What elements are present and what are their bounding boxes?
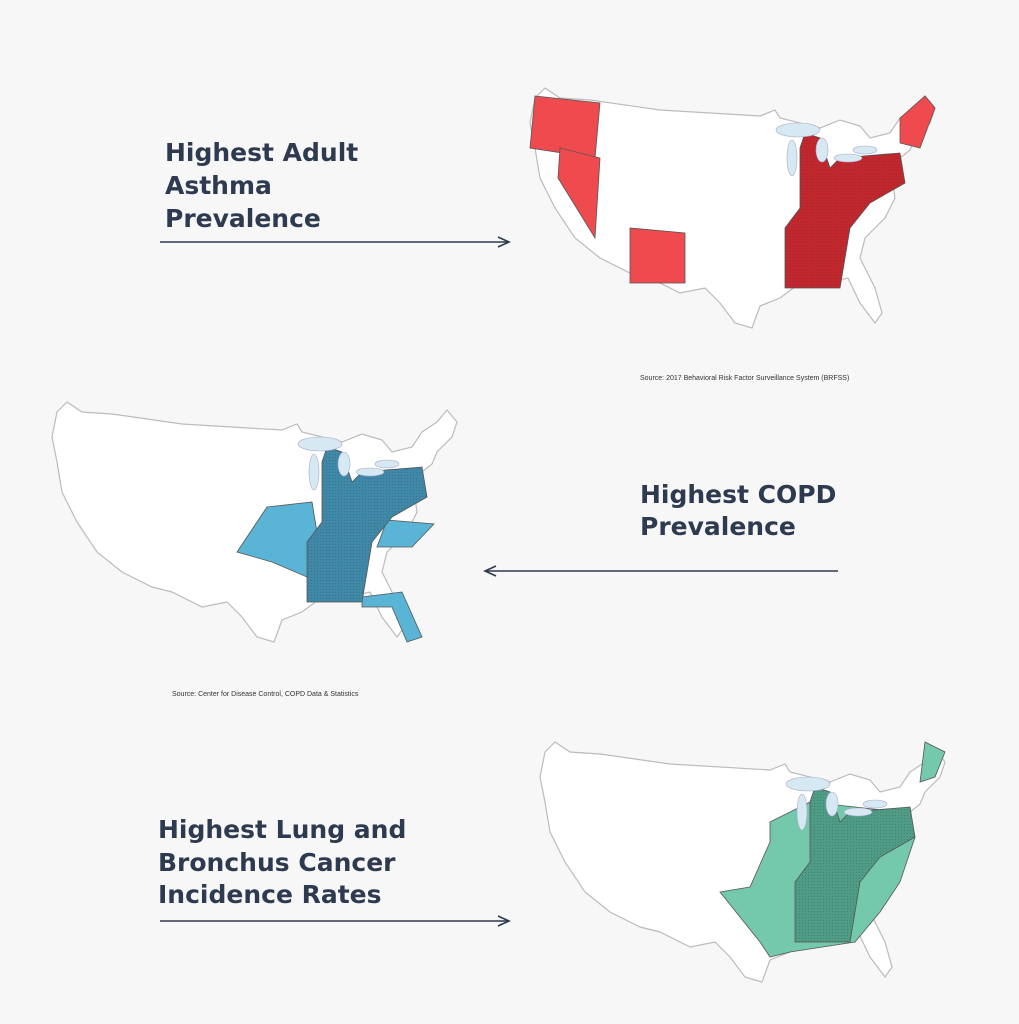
source: Source: Center for Disease Control, COPD…: [172, 691, 359, 698]
heading: Prevalence: [165, 204, 321, 233]
heading: Highest Adult: [165, 138, 358, 167]
heading: Prevalence: [640, 512, 796, 541]
heading: Highest COPD: [640, 480, 836, 509]
arrow: [483, 565, 838, 577]
lung-cancer-map: [539, 741, 946, 983]
heading: Highest Lung and: [158, 815, 406, 844]
source: Source: 2017 Behavioral Risk Factor Surv…: [640, 375, 849, 382]
arrow: [160, 915, 511, 927]
arrow: [160, 236, 511, 248]
heading: Bronchus Cancer: [158, 848, 396, 877]
copd-map: [51, 401, 458, 643]
heading: Incidence Rates: [158, 880, 382, 909]
heading: Asthma: [165, 171, 272, 200]
asthma-map: [529, 87, 936, 329]
